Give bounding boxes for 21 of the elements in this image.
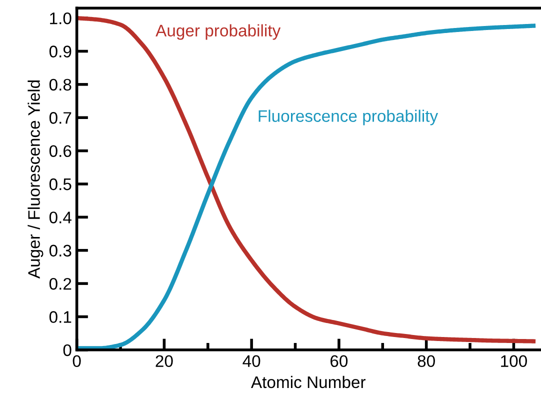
- y-tick-label: 1.0: [50, 12, 72, 24]
- y-tick-label: 0.5: [49, 178, 72, 190]
- x-tick-label: 0: [72, 355, 81, 368]
- y-tick-label: 0.3: [49, 244, 72, 257]
- series-label: Auger probability: [156, 24, 281, 40]
- y-tick-label: 0.1: [49, 311, 72, 323]
- y-tick-label: 0.2: [49, 278, 72, 290]
- x-tick-label: 100: [501, 355, 527, 368]
- y-tick-label: 0.9: [49, 46, 72, 58]
- y-tick-label: 0.7: [49, 112, 72, 124]
- y-tick-label: 0: [63, 344, 72, 356]
- x-tick-label: 60: [330, 355, 348, 368]
- y-tick-label: 0.8: [49, 78, 72, 91]
- y-axis-title: Auger / Fluorescence Yield: [28, 80, 44, 279]
- x-tick-label: 40: [242, 355, 260, 368]
- x-tick-label: 20: [156, 355, 173, 368]
- x-tick-label: 80: [418, 355, 435, 368]
- series-label: Fluorescence probability: [258, 110, 438, 126]
- y-tick-label: 0.6: [49, 145, 72, 158]
- y-tick-label: 0.4: [49, 212, 72, 224]
- x-axis-title: Atomic Number: [250, 376, 366, 388]
